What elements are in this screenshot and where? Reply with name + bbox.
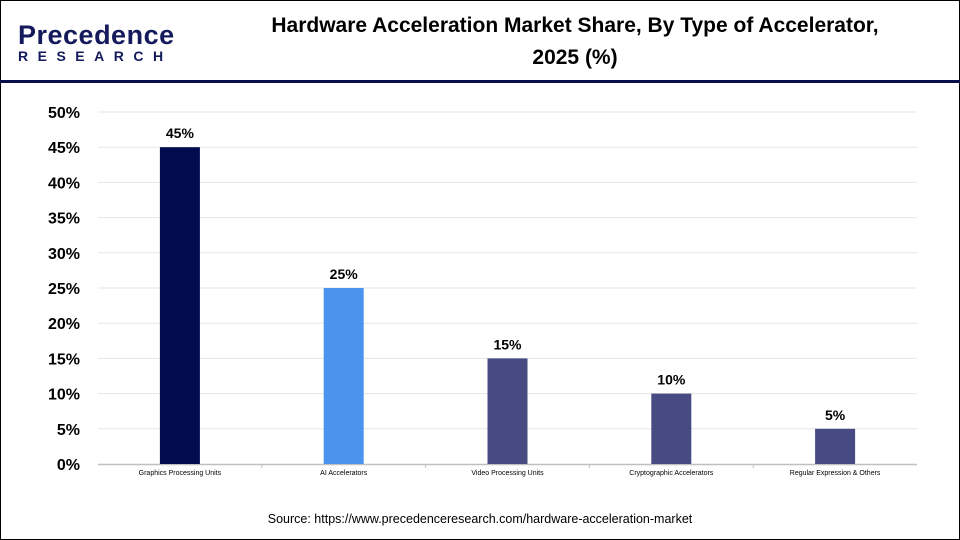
precedence-research-logo: Precedence RESEARCH [18,20,175,65]
data-label: 10% [657,372,686,388]
y-tick-label: 30% [48,246,80,263]
y-tick-label: 40% [48,175,80,192]
x-tick-label: AI Accelerators [320,470,368,477]
bar [487,358,528,464]
bar [651,393,692,464]
y-tick-label: 25% [48,281,80,298]
title-line1: Hardware Acceleration Market Share, By T… [271,14,879,37]
title-line2: 2025 (%) [532,46,618,69]
chart-title: Hardware Acceleration Market Share, By T… [190,10,960,74]
logo-line2: RESEARCH [18,48,173,64]
y-tick-label: 45% [48,140,80,157]
y-tick-label: 5% [57,422,80,439]
y-tick-label: 50% [48,105,80,122]
source-note: Source: https://www.precedenceresearch.c… [267,512,693,526]
y-tick-label: 20% [48,316,80,333]
data-label: 25% [330,266,359,282]
y-tick-label: 0% [57,457,80,474]
data-label: 5% [825,407,846,423]
data-label: 15% [493,336,522,352]
bar [815,428,856,464]
bar [323,288,364,464]
x-tick-label: Cryptographic Accelerators [629,470,714,477]
y-tick-label: 15% [48,351,80,368]
y-tick-label: 35% [48,211,80,228]
x-tick-label: Graphics Processing Units [139,470,222,477]
y-tick-label: 10% [48,387,80,404]
logo-line1: Precedence [18,20,175,50]
data-label: 45% [166,125,195,141]
x-tick-label: Regular Expression & Others [790,470,881,477]
bar [159,147,200,464]
header-divider [0,80,960,83]
x-tick-label: Video Processing Units [471,470,544,477]
